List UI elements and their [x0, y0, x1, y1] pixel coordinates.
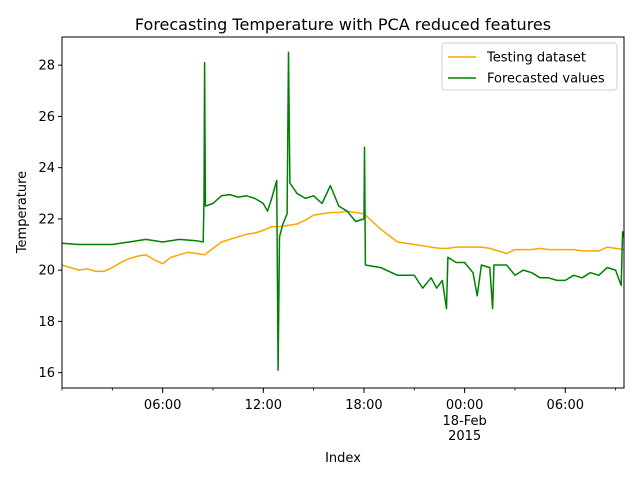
- x-tick-label: 06:00: [547, 398, 584, 413]
- y-axis-label: Temperature: [15, 171, 30, 254]
- y-tick-label: 18: [38, 315, 55, 330]
- x-tick-label: 12:00: [245, 398, 282, 413]
- x-axis-label: Index: [325, 451, 361, 466]
- legend: Testing dataset Forecasted values: [441, 42, 618, 91]
- chart-title: Forecasting Temperature with PCA reduced…: [135, 15, 551, 34]
- plot-area: [61, 36, 625, 389]
- plot-frame: [61, 36, 625, 389]
- y-tick-label: 24: [38, 161, 55, 176]
- series-layer: [61, 51, 625, 371]
- x-tick-label: 00:00: [446, 398, 483, 413]
- legend-box: [441, 42, 618, 91]
- y-tick-label: 22: [38, 212, 55, 227]
- x-tick-sublabel: 2015: [448, 429, 481, 444]
- x-tick-label: 18:00: [345, 398, 382, 413]
- x-tick-label: 06:00: [144, 398, 181, 413]
- series-line-forecasted-values: [61, 51, 625, 371]
- y-axis: 16 18 20 22 24 26 28: [38, 59, 62, 381]
- y-tick-label: 28: [38, 59, 55, 74]
- y-tick-label: 26: [38, 110, 55, 125]
- series-line-testing-dataset: [61, 210, 625, 273]
- legend-label-forecasted-values: Forecasted values: [487, 72, 605, 87]
- y-tick-label: 16: [38, 366, 55, 381]
- x-tick-sublabel: 18-Feb: [443, 414, 487, 429]
- y-tick-label: 20: [38, 264, 55, 279]
- legend-label-testing-dataset: Testing dataset: [486, 51, 586, 66]
